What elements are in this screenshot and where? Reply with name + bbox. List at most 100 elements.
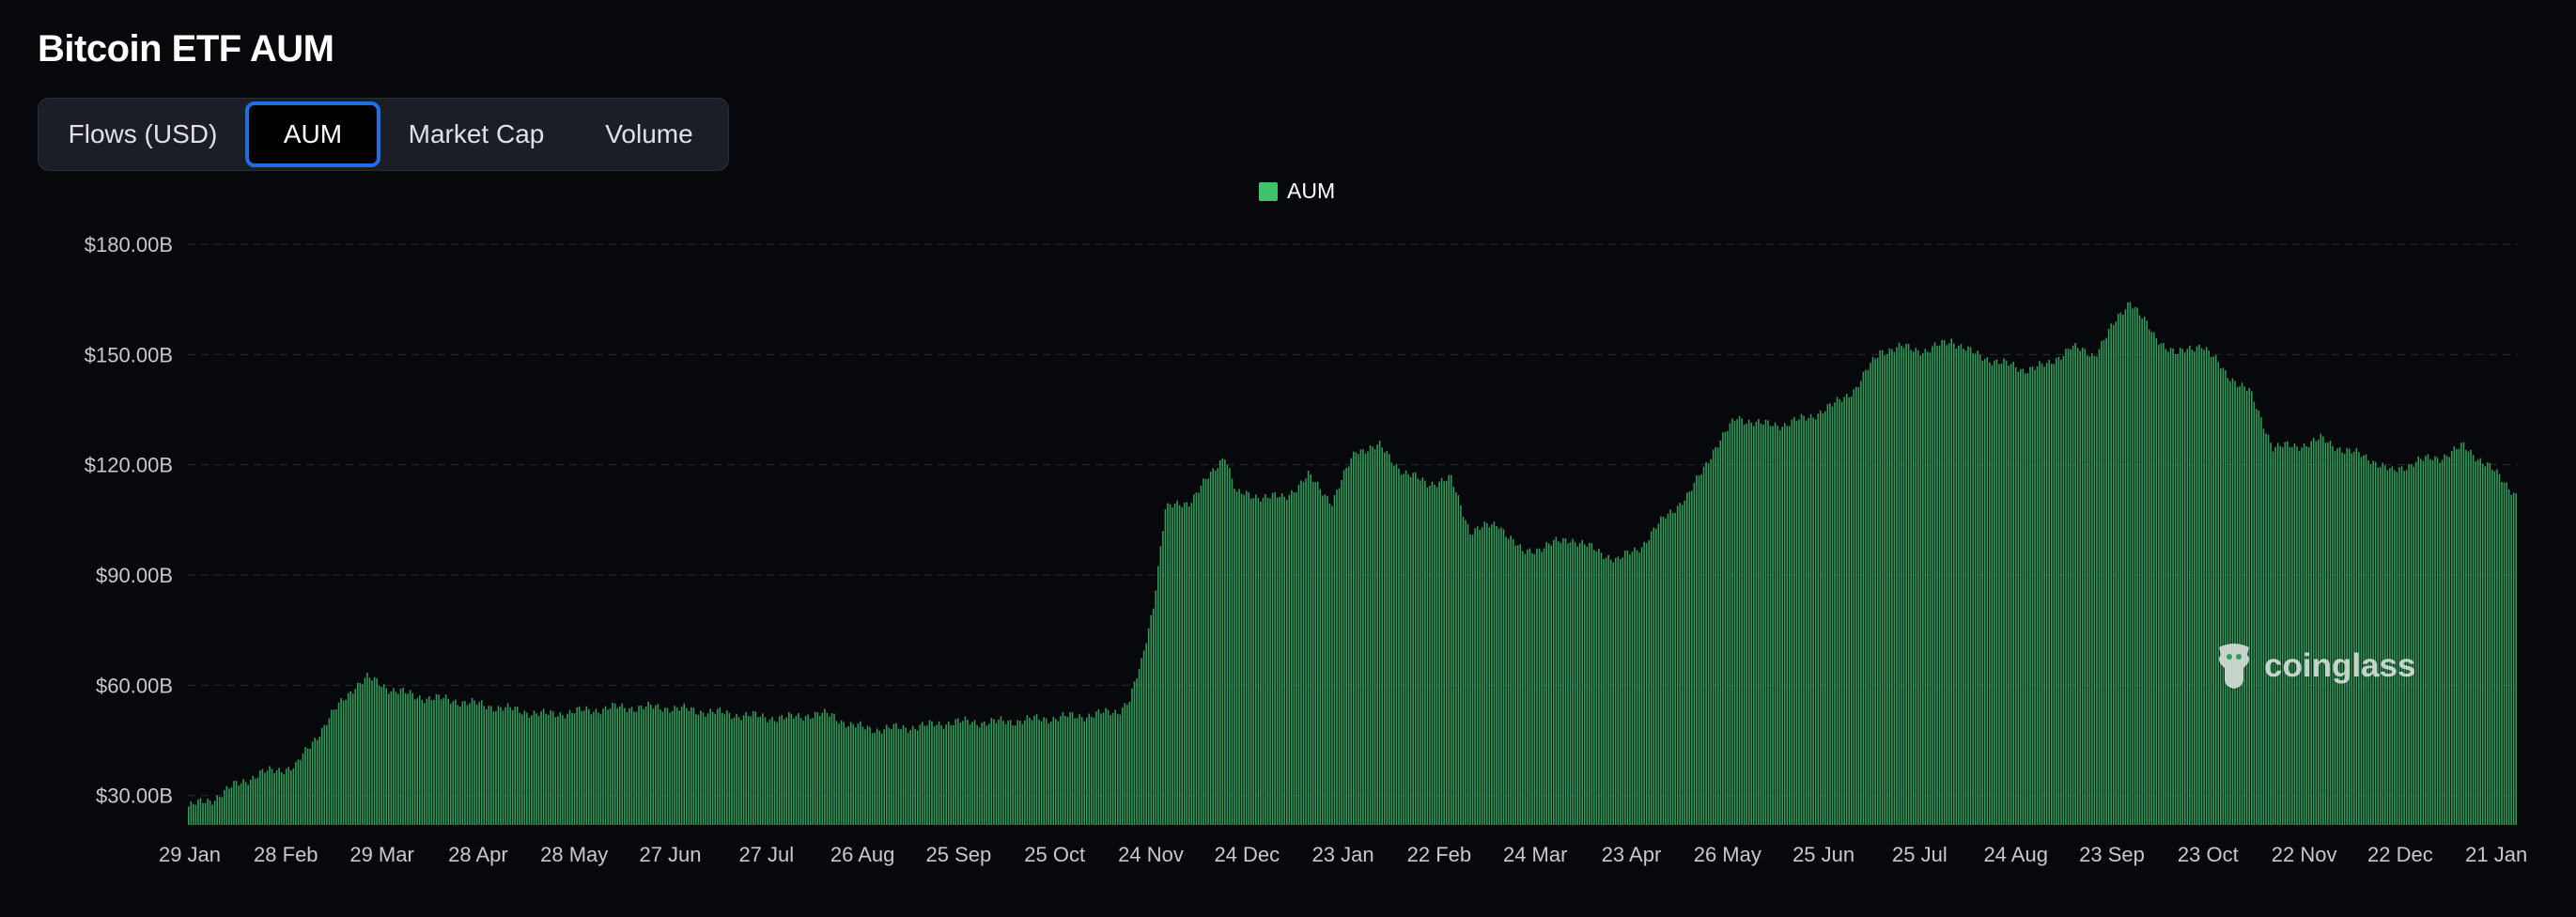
aum-bar[interactable]: [242, 779, 244, 825]
aum-bar[interactable]: [540, 710, 542, 825]
aum-bar[interactable]: [1024, 720, 1026, 825]
aum-bar[interactable]: [609, 708, 612, 825]
aum-bar[interactable]: [1826, 404, 1829, 825]
aum-bar[interactable]: [2194, 351, 2196, 825]
aum-bar[interactable]: [1033, 715, 1035, 825]
aum-bar[interactable]: [1603, 559, 1605, 825]
aum-bar[interactable]: [2379, 467, 2382, 825]
aum-bar[interactable]: [866, 725, 869, 826]
aum-bar[interactable]: [495, 710, 497, 825]
aum-bar[interactable]: [347, 692, 349, 825]
aum-bar[interactable]: [426, 698, 428, 825]
aum-bar[interactable]: [1891, 349, 1893, 825]
aum-bar[interactable]: [1181, 506, 1183, 825]
aum-bar[interactable]: [531, 715, 533, 825]
aum-bar[interactable]: [395, 692, 397, 825]
aum-bar[interactable]: [1243, 494, 1245, 825]
aum-bar[interactable]: [2374, 461, 2377, 825]
aum-bar[interactable]: [926, 725, 928, 825]
aum-bar[interactable]: [2341, 452, 2343, 825]
aum-bar[interactable]: [1967, 346, 1969, 825]
aum-bar[interactable]: [1888, 348, 1891, 825]
aum-bar[interactable]: [1240, 493, 1243, 826]
aum-bar[interactable]: [2081, 347, 2084, 825]
aum-bar[interactable]: [1622, 557, 1624, 825]
aum-bar[interactable]: [702, 712, 705, 825]
aum-bar[interactable]: [1466, 523, 1469, 825]
aum-bar[interactable]: [2117, 314, 2119, 825]
aum-bar[interactable]: [255, 778, 256, 825]
aum-bar[interactable]: [318, 737, 321, 825]
aum-bar[interactable]: [857, 723, 860, 825]
aum-bar[interactable]: [855, 727, 857, 825]
aum-bar[interactable]: [2003, 358, 2005, 825]
aum-bar[interactable]: [1245, 490, 1248, 825]
aum-bar[interactable]: [590, 714, 593, 825]
aum-bar[interactable]: [2394, 470, 2396, 825]
aum-bar[interactable]: [385, 688, 388, 825]
aum-bar[interactable]: [1991, 365, 1994, 825]
aum-bar[interactable]: [228, 788, 230, 825]
aum-bar[interactable]: [1152, 608, 1155, 825]
aum-bar[interactable]: [1002, 721, 1004, 825]
aum-bar[interactable]: [466, 705, 469, 825]
aum-bar[interactable]: [521, 714, 523, 825]
aum-bar[interactable]: [2496, 469, 2498, 825]
aum-bar[interactable]: [861, 726, 864, 825]
aum-bar[interactable]: [1560, 542, 1562, 825]
aum-bar[interactable]: [2183, 352, 2186, 825]
aum-bar[interactable]: [1111, 712, 1114, 825]
aum-bar[interactable]: [459, 707, 461, 825]
aum-bar[interactable]: [2191, 350, 2194, 825]
aum-bar[interactable]: [685, 707, 688, 825]
aum-bar[interactable]: [218, 797, 221, 825]
aum-bar[interactable]: [2057, 356, 2060, 825]
aum-bar[interactable]: [2444, 454, 2445, 825]
aum-bar[interactable]: [2134, 306, 2136, 826]
aum-bar[interactable]: [2132, 308, 2134, 825]
aum-bar[interactable]: [1372, 446, 1373, 825]
aum-bar[interactable]: [1767, 420, 1769, 825]
aum-bar[interactable]: [804, 716, 807, 825]
aum-bar[interactable]: [630, 707, 633, 825]
aum-bar[interactable]: [788, 711, 790, 825]
aum-bar[interactable]: [764, 717, 767, 825]
aum-bar[interactable]: [2501, 481, 2503, 825]
aum-bar[interactable]: [2439, 462, 2441, 825]
aum-bar[interactable]: [2332, 445, 2334, 825]
aum-bar[interactable]: [357, 682, 359, 825]
aum-bar[interactable]: [340, 698, 342, 825]
aum-bar[interactable]: [376, 678, 378, 825]
aum-bar[interactable]: [1481, 527, 1483, 825]
aum-bar[interactable]: [954, 719, 957, 825]
aum-bar[interactable]: [202, 802, 204, 825]
aum-bar[interactable]: [1226, 464, 1229, 825]
aum-bar[interactable]: [942, 728, 945, 825]
aum-bar[interactable]: [1395, 463, 1398, 825]
aum-bar[interactable]: [526, 712, 528, 825]
aum-bar[interactable]: [2420, 458, 2422, 825]
aum-bar[interactable]: [1915, 348, 1917, 825]
aum-bar[interactable]: [2467, 451, 2470, 825]
aum-bar[interactable]: [2169, 348, 2172, 825]
aum-bar[interactable]: [771, 716, 773, 825]
aum-bar[interactable]: [1620, 559, 1622, 825]
aum-bar[interactable]: [666, 707, 669, 825]
aum-bar[interactable]: [309, 748, 311, 825]
aum-bar[interactable]: [2510, 494, 2512, 825]
aum-bar[interactable]: [621, 703, 624, 825]
aum-bar[interactable]: [2460, 443, 2462, 825]
aum-bar[interactable]: [1195, 492, 1198, 825]
aum-bar[interactable]: [249, 779, 252, 825]
aum-bar[interactable]: [1409, 476, 1412, 825]
aum-bar[interactable]: [1248, 492, 1249, 825]
aum-bar[interactable]: [711, 711, 714, 825]
aum-bar[interactable]: [407, 693, 409, 825]
aum-bar[interactable]: [1943, 340, 1946, 825]
aum-bar[interactable]: [700, 710, 702, 825]
aum-bar[interactable]: [985, 725, 988, 825]
aum-bar[interactable]: [2315, 441, 2318, 825]
aum-bar[interactable]: [1981, 360, 1984, 825]
aum-bar[interactable]: [1462, 516, 1465, 825]
aum-bar[interactable]: [1159, 546, 1162, 825]
